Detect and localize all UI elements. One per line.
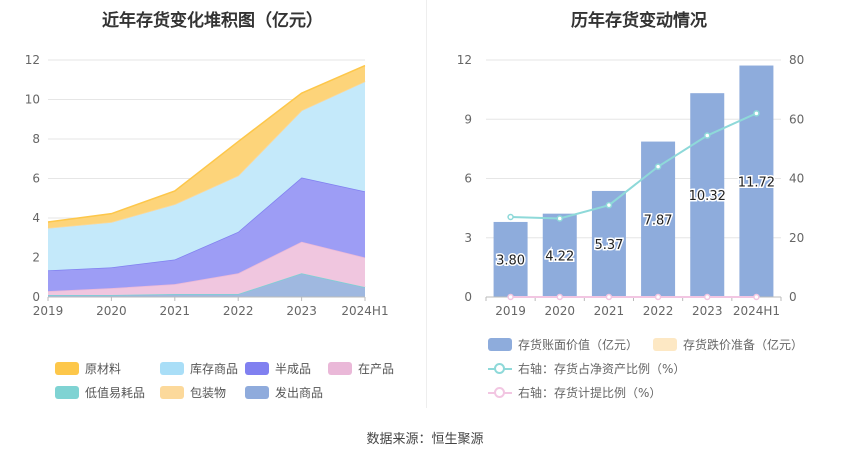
y-tick-label: 4 <box>32 211 40 225</box>
legend-swatch <box>160 386 184 399</box>
legend-label: 包装物 <box>190 386 227 400</box>
line-point[interactable] <box>753 293 760 301</box>
line-point[interactable] <box>654 293 662 301</box>
x-tick-label: 2023 <box>286 304 317 318</box>
data-source-text: 数据来源：恒生聚源 <box>366 432 484 447</box>
x-tick-label: 2019 <box>33 304 64 318</box>
stacked-area-chart-panel: 近年存货变化堆积图（亿元） 0 2 4 6 8 10 12 2019 2020 2021 2022 2… <box>0 0 425 420</box>
line-point[interactable] <box>556 293 563 301</box>
legend-item[interactable]: 半成品 <box>245 360 311 377</box>
area-series-在产品 <box>48 241 365 296</box>
legend-item[interactable]: 原材料 <box>55 360 121 377</box>
y-tick-label: 3 <box>464 231 472 245</box>
legend-swatch <box>488 362 512 375</box>
area-edge-包装物 <box>47 80 366 229</box>
legend-label: 发出商品 <box>275 386 324 400</box>
legend-label: 存货账面价值（亿元） <box>518 338 639 352</box>
legend-swatch <box>653 338 677 351</box>
area-edge-原材料 <box>47 64 366 223</box>
legend-label: 原材料 <box>85 362 122 376</box>
legend-swatch <box>488 386 512 399</box>
legend-item[interactable]: 低值易耗品 <box>55 384 145 401</box>
inventory-bar-chart: 0 3 6 9 12 0 20 40 60 80 3.80 4.22 5.37 7.87 10.32 11.7… <box>457 53 805 318</box>
legend-item[interactable]: 发出商品 <box>245 384 323 401</box>
bar-value-label: 11.72 <box>738 175 775 190</box>
bar-2023[interactable] <box>690 93 725 298</box>
legend-swatch <box>55 386 79 399</box>
x-tick-label: 2020 <box>544 304 575 318</box>
x-tick-label: 2024H1 <box>733 304 780 318</box>
line-point[interactable] <box>704 293 711 301</box>
bar-value-label: 5.37 <box>594 238 623 253</box>
y-tick-label: 6 <box>32 172 40 186</box>
legend-item[interactable]: 在产品 <box>328 360 394 377</box>
inventory-bar-chart-panel: 历年存货变动情况 0 3 6 9 12 0 20 40 60 80 3.80 4.22 5.37 7.87… <box>428 0 850 420</box>
line-point[interactable] <box>605 201 613 209</box>
x-tick-label: 2020 <box>96 304 127 318</box>
x-tick-label: 2021 <box>160 304 191 318</box>
legend-label: 右轴：存货占净资产比例（%） <box>518 362 686 376</box>
line-point[interactable] <box>556 215 563 222</box>
panel-divider <box>426 0 427 408</box>
x-tick-label: 2022 <box>643 304 674 318</box>
legend-swatch <box>245 362 269 375</box>
legend-swatch <box>160 362 184 375</box>
stacked-area-chart: 0 2 4 6 8 10 12 2019 2020 2021 2022 2023 2024H1 <box>25 53 389 318</box>
y-tick-label: 12 <box>457 53 472 67</box>
line-point[interactable] <box>704 132 711 139</box>
bar-2019[interactable] <box>493 221 528 297</box>
bar-2024H1[interactable] <box>739 65 774 297</box>
right-chart-title: 历年存货变动情况 <box>571 11 707 31</box>
legend-label: 低值易耗品 <box>85 386 146 400</box>
legend-item[interactable]: 存货跌价准备（亿元） <box>653 336 803 353</box>
y2-tick-label: 80 <box>789 53 804 67</box>
bar-value-label: 4.22 <box>545 249 574 264</box>
legend-swatch <box>488 338 512 351</box>
left-chart-title: 近年存货变化堆积图（亿元） <box>102 11 323 31</box>
line-series-右轴：存货占净资产比例（%） <box>510 112 757 220</box>
y-tick-label: 0 <box>32 290 40 304</box>
legend-label: 右轴：存货计提比例（%） <box>518 386 662 400</box>
area-series-半成品 <box>48 177 365 292</box>
legend-label: 半成品 <box>275 362 312 376</box>
data-source-note: 数据来源：恒生聚源 <box>0 428 850 447</box>
legend-swatch <box>245 386 269 399</box>
y-tick-label: 8 <box>32 132 40 146</box>
y2-tick-label: 60 <box>789 112 804 126</box>
y-tick-label: 2 <box>32 251 40 265</box>
y2-tick-label: 40 <box>789 172 804 186</box>
y-tick-label: 0 <box>464 290 472 304</box>
legend-swatch <box>55 362 79 375</box>
bar-value-label: 10.32 <box>689 189 726 204</box>
bar-value-label: 3.80 <box>496 253 525 268</box>
x-tick-label: 2019 <box>495 304 526 318</box>
y-tick-label: 12 <box>25 53 40 67</box>
line-point[interactable] <box>605 293 613 301</box>
legend-label: 库存商品 <box>190 362 239 376</box>
y2-tick-label: 20 <box>789 231 804 245</box>
x-tick-label: 2021 <box>594 304 625 318</box>
legend-label: 存货跌价准备（亿元） <box>683 338 804 352</box>
y2-tick-label: 0 <box>789 290 797 304</box>
area-series-库存商品 <box>48 81 365 271</box>
legend-item[interactable]: 包装物 <box>160 384 226 401</box>
x-tick-label: 2022 <box>223 304 254 318</box>
legend-item[interactable]: 右轴：存货计提比例（%） <box>488 384 661 401</box>
line-point[interactable] <box>753 110 760 117</box>
y-tick-label: 9 <box>464 112 472 126</box>
bar-2020[interactable] <box>542 213 577 297</box>
y-tick-label: 6 <box>464 172 472 186</box>
y-tick-label: 10 <box>25 93 40 107</box>
bar-value-label: 7.87 <box>644 213 673 228</box>
legend-label: 在产品 <box>358 362 395 376</box>
line-point[interactable] <box>507 293 514 301</box>
x-tick-label: 2024H1 <box>341 304 388 318</box>
x-tick-label: 2023 <box>692 304 723 318</box>
legend-item[interactable]: 存货账面价值（亿元） <box>488 336 638 353</box>
legend-item[interactable]: 右轴：存货占净资产比例（%） <box>488 360 685 377</box>
legend-item[interactable]: 库存商品 <box>160 360 238 377</box>
line-point[interactable] <box>654 163 662 170</box>
legend-swatch <box>328 362 352 375</box>
line-point[interactable] <box>507 213 514 221</box>
